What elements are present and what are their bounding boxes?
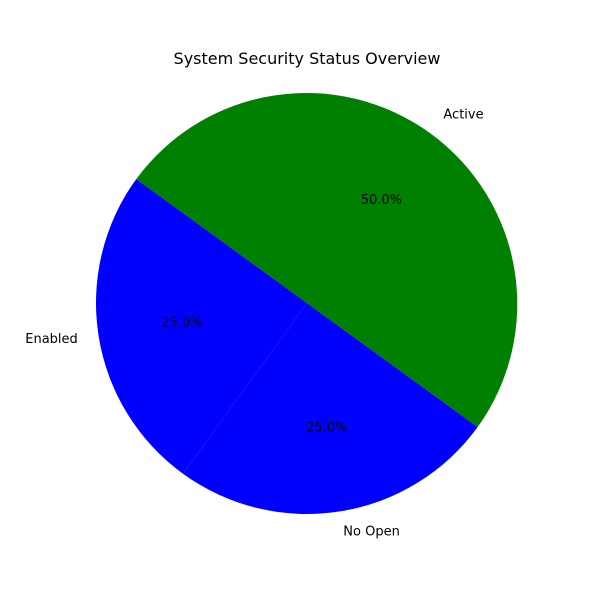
pie-slices [96,93,518,514]
percent-label-no-open: 25.0% [306,421,347,436]
slice-label-active: Active [443,108,483,123]
percent-label-active: 50.0% [361,193,402,208]
pie-slice-enabled [96,178,307,474]
percent-label-enabled: 25.0% [161,315,202,330]
pie-labels: Enabled 25.0% No Open 25.0% Active 50.0% [25,108,483,540]
pie-slice-active [136,93,518,428]
slice-label-no-open: No Open [343,525,400,540]
slice-label-enabled: Enabled [25,332,78,347]
chart-title: System Security Status Overview [174,49,441,68]
pie-slice-no-open [182,303,478,514]
